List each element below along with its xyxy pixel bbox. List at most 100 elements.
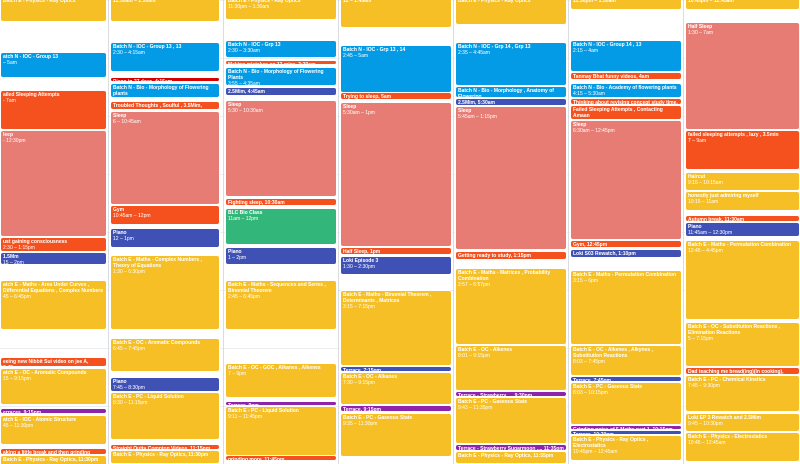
calendar-event[interactable]: Piano 11:45am – 12:30pm bbox=[685, 222, 800, 237]
calendar-event[interactable]: Batch N - IOC - Grp 14 , Grp 13 2:35 – 4:… bbox=[455, 42, 567, 86]
calendar-event[interactable]: Loki EP 3 Rewatch and 2.5Mim 9:45 – 10:30… bbox=[685, 413, 800, 432]
calendar-event[interactable]: leep - 12:30pm bbox=[0, 130, 107, 237]
calendar-event[interactable]: Batch E - Physics - Ray Optics, 11:55pm bbox=[455, 451, 567, 464]
calendar-event[interactable]: Trying to sleep, 5am bbox=[340, 92, 452, 100]
calendar-event[interactable]: ust gaining consciousness 2:30 – 1:15pm bbox=[0, 237, 107, 252]
calendar-event[interactable]: Batch E - Physics - Ray Optics bbox=[0, 0, 107, 22]
calendar-event[interactable]: Batch E - Maths - Permutation Combinatio… bbox=[685, 240, 800, 320]
calendar-event[interactable]: Piano 7:45 – 8:30pm bbox=[110, 377, 220, 392]
calendar-event[interactable]: Sleep 5:30 – 10:30am bbox=[225, 100, 337, 197]
calendar-event[interactable]: Sleep 5:30am – 1pm bbox=[340, 102, 452, 247]
calendar-event[interactable]: Straight Outta Compton Videos, 11:15pm bbox=[110, 444, 220, 450]
calendar-event[interactable]: 11:30pm – 1:30am bbox=[570, 0, 682, 10]
calendar-event[interactable]: Batch N - Bio - Morphology , Anatomy of … bbox=[455, 86, 567, 98]
calendar-event[interactable]: Batch E - Maths - Complex Numbers , Theo… bbox=[110, 255, 220, 330]
calendar-event[interactable]: 2.5Mim, 5:30am bbox=[455, 98, 567, 106]
calendar-event[interactable]: Fighting sleep, 10:30am bbox=[225, 198, 337, 206]
calendar-event[interactable]: Batch E - OC - Aromatic Compounds 6:45 – … bbox=[110, 338, 220, 372]
calendar-event[interactable]: atch E - IOC - Atomic Structure 45 – 11:3… bbox=[0, 415, 107, 445]
calendar-event[interactable]: 11:30am – 1:30am bbox=[110, 0, 220, 22]
calendar-event[interactable]: ailed Sleeping Attempts - 7am bbox=[0, 90, 107, 130]
calendar-event[interactable]: eeing new Nibbit Sui video on jee A, 6:4… bbox=[0, 357, 107, 367]
calendar-event[interactable]: Terrace, 7:15pm bbox=[340, 366, 452, 372]
calendar-event[interactable]: Batch E - Physics - Ray Optics , Electro… bbox=[570, 435, 682, 461]
calendar-event[interactable]: atch E - OC - Aromatic Compounds 15 – 9:1… bbox=[0, 368, 107, 405]
calendar-event[interactable]: 10:45pm – 12:45am bbox=[685, 0, 800, 10]
calendar-event[interactable]: Making mistakes on 13 mins, 3:30am bbox=[225, 60, 337, 65]
calendar-event[interactable]: honestly just admiring myself 10:15 – 11a… bbox=[685, 191, 800, 211]
calendar-event[interactable]: Batch E - Maths - Sequences and Series ,… bbox=[225, 280, 337, 330]
calendar-event[interactable]: Batch N - Bio - Morphology of Flowering … bbox=[225, 67, 337, 86]
calendar-event[interactable]: Batch E - OC - Alkenes , Alkynes , Subst… bbox=[570, 345, 682, 376]
calendar-event[interactable]: Batch E - Physics - Ray Optics 11:30pm – … bbox=[225, 0, 337, 20]
calendar-event[interactable]: Batch E - Maths - Binomial Theorem , Det… bbox=[340, 290, 452, 366]
calendar-event[interactable]: Gym 10:45am – 12pm bbox=[110, 205, 220, 225]
calendar-event[interactable]: Batch N - IOC - Group 14 , 13 2:15 – 4am bbox=[570, 40, 682, 72]
calendar-event[interactable]: Batch E - PC - Liquid Solution 9:11 – 11:… bbox=[225, 406, 337, 456]
calendar-event[interactable]: Batch E - OC - Substitution Reactions , … bbox=[685, 322, 800, 367]
event-title: Getting ready to study, 1:15pm bbox=[458, 253, 531, 259]
calendar-event[interactable]: Piano 12 – 1pm bbox=[110, 228, 220, 248]
calendar-event[interactable]: Batch E - OC - GOC , Alkanes , Alkenes 7 … bbox=[225, 363, 337, 398]
calendar-event[interactable]: Batch N - IOC - Grp 13 , 14 2:45 – 5am bbox=[340, 45, 452, 93]
calendar-event[interactable]: Batch E - Maths - Matrices , Probability… bbox=[455, 268, 567, 345]
calendar-event[interactable]: Batch N - Bio - Academy of flowering pla… bbox=[570, 83, 682, 98]
calendar-event[interactable]: Autumn break, 11:30am bbox=[685, 215, 800, 222]
calendar-event[interactable]: Batch E - Physics - Ray Optics bbox=[455, 0, 567, 25]
calendar-event[interactable]: Terrace - Strawberry Sugarmoon ..., 11:3… bbox=[455, 444, 567, 451]
calendar-event[interactable]: Gym, 12:45pm bbox=[570, 240, 682, 248]
calendar-event[interactable]: failed sleeping attempts , lazy , 3.5min… bbox=[685, 130, 800, 170]
calendar-event[interactable]: Sleep 6 – 10:45am bbox=[110, 111, 220, 205]
calendar-event[interactable]: Haircut 9:15 – 10:15am bbox=[685, 172, 800, 191]
calendar-event[interactable]: erraces, 9:15pm bbox=[0, 408, 107, 414]
event-time: 8:30 – 11:15pm bbox=[113, 400, 148, 407]
calendar-event[interactable]: Grinding notes of 5 Maths part 1, 10:15p… bbox=[570, 425, 682, 430]
calendar-event[interactable]: Batch E - OC - Alkanes 7:30 – 9:15pm bbox=[340, 372, 452, 405]
calendar-event[interactable]: Terrace, 9pm bbox=[225, 401, 337, 406]
calendar-event[interactable]: Dad teaching me bread(ing)(In cooking), … bbox=[685, 367, 800, 375]
calendar-event[interactable]: Batch E - Physics - Ray Optics, 11:30pm bbox=[110, 450, 220, 464]
calendar-event[interactable]: Troubled Thoughts , Soulful , 3.5Mim, 5:… bbox=[110, 101, 220, 110]
calendar-event[interactable]: Batch E - Maths - Permutation Combinatio… bbox=[570, 270, 682, 345]
calendar-event[interactable]: Batch E - PC - Gaseous State 9:35 – 11:30… bbox=[340, 413, 452, 457]
calendar-event[interactable]: Batch N - Bio - Morphology of Flowering … bbox=[110, 83, 220, 98]
calendar-event[interactable]: Batch E - PC - Gaseous State 9:43 – 11:35… bbox=[455, 397, 567, 444]
calendar-event[interactable]: Half Sleep, 1pm bbox=[340, 247, 452, 255]
calendar-event[interactable]: Piano 1 – 2pm bbox=[225, 247, 337, 265]
calendar-event[interactable]: Failed Sleeping Attempts , Contacting Am… bbox=[570, 105, 682, 120]
calendar-event[interactable]: Thinking about revising concept study ti… bbox=[570, 98, 682, 105]
calendar-event[interactable]: Half Sleep 1:30 – 7am bbox=[685, 22, 800, 130]
calendar-event[interactable]: Batch N - IOC - Group 13 , 13 2:30 – 4:15… bbox=[110, 42, 220, 72]
calendar-event[interactable]: 2.5Mim, 4:45am bbox=[225, 87, 337, 96]
event-time: 7 – 9am bbox=[688, 138, 707, 145]
calendar-event[interactable]: Loki S03 Rewatch, 1:10pm bbox=[570, 249, 682, 258]
calendar-event[interactable]: atch N - IOC - Group 13– 5am bbox=[0, 52, 107, 78]
calendar-event[interactable]: Sleep 6:30am – 12:45pm bbox=[570, 120, 682, 240]
calendar-event[interactable]: grinding more, 11:45pm bbox=[225, 455, 337, 461]
calendar-event[interactable]: atch E - Maths - Area Under Curves , Dif… bbox=[0, 280, 107, 330]
calendar-event[interactable]: Batch N - IOC - Grp 13 2:30 – 3:30am bbox=[225, 40, 337, 58]
calendar-event[interactable]: Batch E - PC - Liquid Solution 8:30 – 11:… bbox=[110, 392, 220, 440]
calendar-event[interactable]: Batch E - Physics - Ray Optics, 11:30pm bbox=[0, 455, 107, 464]
calendar-event[interactable]: Batch E - Physics - Electrostatics 10:45 … bbox=[685, 432, 800, 462]
calendar-event[interactable]: Batch E - PC - Gaseous State 8:03 – 10:15… bbox=[570, 382, 682, 425]
calendar-event[interactable]: Getting ready to study, 1:15pm bbox=[455, 251, 567, 260]
calendar-event[interactable]: aking a little break and then grinding m… bbox=[0, 448, 107, 455]
calendar-event[interactable]: Sleep 5:45am – 1:15pm bbox=[455, 106, 567, 250]
calendar-event[interactable]: 12 – 1:45am bbox=[340, 0, 452, 28]
event-title: Piano bbox=[688, 224, 702, 230]
calendar-event[interactable]: Terrace - Strawberry ..., 9:30pm bbox=[455, 391, 567, 397]
event-title: Batch E - Physics - Ray Optics, 11:30pm bbox=[113, 452, 209, 458]
calendar-event[interactable]: Terrace, 10:30pm bbox=[570, 430, 682, 435]
calendar-event[interactable]: Tanmay Bhat funny videos, 4am bbox=[570, 72, 682, 80]
calendar-event[interactable]: Piano in 27 days, 4:15am bbox=[110, 77, 220, 82]
calendar-event[interactable]: Batch E - OC - Alkenes 8:01 – 9:15pm bbox=[455, 345, 567, 391]
calendar-event[interactable]: 1.5Mm 15 – 2pm bbox=[0, 252, 107, 265]
calendar-event[interactable]: Loki Episode 3 1:30 – 2:30pm bbox=[340, 256, 452, 275]
event-title: Terrace, 7:15pm bbox=[343, 368, 381, 372]
calendar-event[interactable]: Terrace, 9:15pm bbox=[340, 405, 452, 412]
calendar-event[interactable]: Terrace, 7:45pm bbox=[570, 376, 682, 382]
calendar-event[interactable]: BLC Bio Class 11am – 12pm bbox=[225, 208, 337, 245]
calendar-event[interactable]: Batch E - PC - Chemical Kinetics 7:45 – 9… bbox=[685, 375, 800, 412]
day-column bbox=[453, 0, 568, 464]
